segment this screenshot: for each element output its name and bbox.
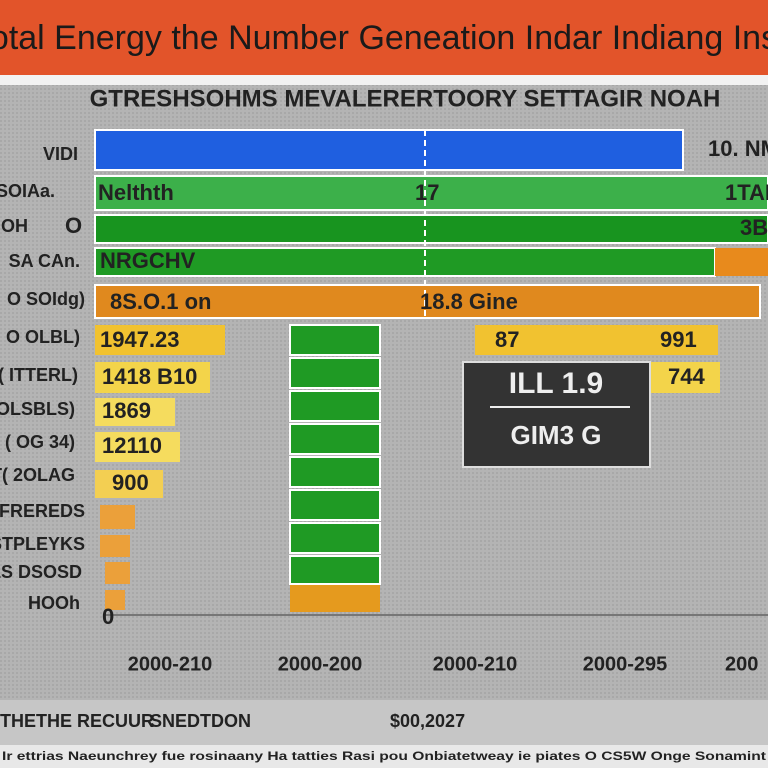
green-column	[289, 324, 381, 585]
bar-text: 87	[495, 327, 519, 352]
bar-text: NRGCHV	[100, 248, 196, 273]
row-labels: VIDI a SOIAa. OH SA CAn. O SOIdg) O OLBL…	[0, 144, 85, 613]
bar-text: 900	[112, 470, 149, 495]
x-labels: 2000-210 2000-200 2000-210 2000-295 200	[128, 653, 759, 675]
row-label: HOOh	[28, 593, 80, 613]
footer-right: $00,2027	[390, 711, 465, 731]
row-label: T( 2OLAG	[0, 465, 75, 485]
divider	[0, 75, 768, 85]
bar	[94, 129, 684, 171]
row-label: ( OG 34)	[5, 432, 75, 452]
subtitle: GTRESHSOHMS MEVALERERTOORY SETTAGIR NOAH	[90, 85, 721, 112]
x-label: 2000-200	[278, 653, 363, 675]
bar	[95, 432, 180, 462]
bar	[475, 325, 718, 355]
bar-text: 10. NM	[708, 136, 768, 161]
bar-text: 12110	[102, 433, 162, 458]
footer-left: THETHE RECUUR	[0, 711, 154, 731]
x-label: 2000-295	[583, 653, 668, 675]
x-label: 2000-210	[433, 653, 518, 675]
bar-text: 3B	[740, 215, 768, 240]
bar	[650, 362, 720, 393]
row-label: SA CAn.	[9, 251, 80, 271]
bar	[95, 325, 225, 355]
row-label: LS DSOSD	[0, 562, 82, 582]
row-label: ( ITTERL)	[0, 365, 78, 385]
info-line: ILL 1.9	[509, 367, 603, 400]
bar-text: 1418 B10	[102, 364, 197, 389]
bar	[290, 585, 380, 612]
bar-text: 0	[102, 604, 114, 629]
bar-text: 1947.23	[100, 327, 180, 352]
footer-band	[0, 700, 768, 745]
x-label: 200	[725, 653, 758, 675]
x-label: 2000-210	[128, 653, 213, 675]
bar	[105, 562, 130, 584]
row-label: a SOIAa.	[0, 181, 55, 201]
row-label: O SOIdg)	[7, 289, 85, 309]
row-label: O OLBL)	[6, 327, 80, 347]
bar-text: O	[65, 213, 82, 238]
bar-text: 744	[668, 364, 705, 389]
bar	[95, 470, 163, 498]
bar-text: 991	[660, 327, 697, 352]
row-label: PSTPLEYKS	[0, 534, 85, 554]
bar-text: 1TAN	[725, 180, 768, 205]
title-bar	[0, 0, 768, 75]
row-label: VIDI	[43, 144, 78, 164]
bar-text: 18.8 Gine	[420, 289, 518, 314]
bar-text: Nelthth	[98, 180, 174, 205]
bar	[105, 590, 125, 610]
bar	[94, 284, 761, 319]
bar	[100, 535, 130, 557]
title: otal Energy the Number Geneation Indar I…	[0, 19, 768, 57]
bar	[100, 505, 135, 529]
bar	[94, 175, 768, 211]
bar-text: 8S.O.1 on	[110, 289, 211, 314]
bar	[95, 362, 210, 393]
note-band	[0, 745, 768, 768]
footer-note: Ir ettrias Naeunchrey fue rosinaany Ha t…	[2, 749, 766, 763]
bar	[95, 398, 175, 426]
bar-texts: 10. NM Nelthth 17 1TAN O 3B NRGCHV 8S.O.…	[65, 136, 768, 629]
bar-text: 17	[415, 180, 439, 205]
info-box	[462, 361, 651, 468]
bar-text: 1869	[102, 398, 151, 423]
row-label: OH	[1, 216, 28, 236]
row-label: O 2OLSBLS)	[0, 399, 75, 419]
bar	[715, 248, 768, 276]
bar	[94, 214, 768, 244]
footer-middle: SNEDTDON	[150, 711, 251, 731]
row-label: PEFREREDS	[0, 501, 85, 521]
info-line: GIM3 G	[510, 420, 601, 450]
